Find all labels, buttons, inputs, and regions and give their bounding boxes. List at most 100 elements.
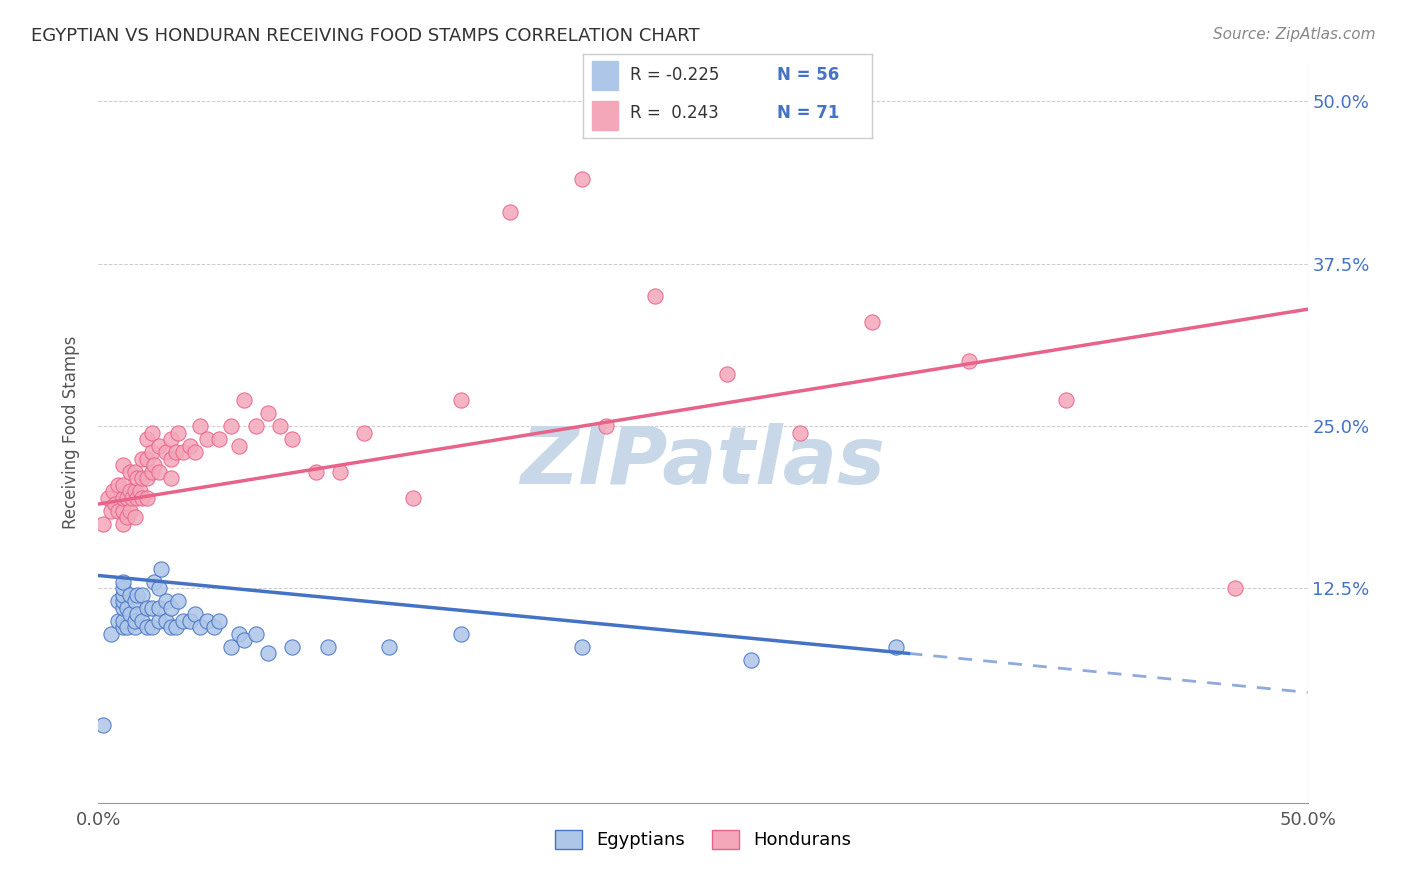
Point bbox=[135, 491, 157, 505]
Point bbox=[256, 647, 278, 661]
Point bbox=[107, 477, 129, 491]
Point bbox=[172, 614, 194, 628]
Text: Source: ZipAtlas.com: Source: ZipAtlas.com bbox=[1212, 27, 1375, 42]
Point bbox=[111, 491, 134, 505]
Point bbox=[571, 640, 593, 654]
Text: N = 71: N = 71 bbox=[776, 104, 839, 122]
Point bbox=[165, 445, 187, 459]
Point bbox=[179, 614, 201, 628]
Point bbox=[143, 458, 166, 472]
Point bbox=[221, 640, 243, 654]
Bar bbox=[592, 62, 619, 90]
Point bbox=[232, 393, 254, 408]
Point bbox=[124, 620, 146, 634]
Point bbox=[111, 574, 134, 589]
Point bbox=[245, 627, 267, 641]
Point bbox=[118, 588, 141, 602]
Point bbox=[150, 562, 173, 576]
Y-axis label: Receiving Food Stamps: Receiving Food Stamps bbox=[62, 336, 80, 529]
Point bbox=[221, 419, 243, 434]
Point bbox=[498, 204, 520, 219]
Point bbox=[184, 607, 207, 622]
Point bbox=[111, 614, 134, 628]
Text: EGYPTIAN VS HONDURAN RECEIVING FOOD STAMPS CORRELATION CHART: EGYPTIAN VS HONDURAN RECEIVING FOOD STAM… bbox=[31, 27, 700, 45]
Point bbox=[148, 465, 170, 479]
Point bbox=[184, 445, 207, 459]
Point bbox=[143, 574, 166, 589]
Text: R = -0.225: R = -0.225 bbox=[630, 66, 718, 84]
Point bbox=[135, 432, 157, 446]
Point bbox=[118, 503, 141, 517]
Point bbox=[256, 406, 278, 420]
Point bbox=[107, 594, 129, 608]
Point bbox=[107, 503, 129, 517]
Point bbox=[1054, 393, 1077, 408]
Point bbox=[179, 439, 201, 453]
Point bbox=[131, 451, 153, 466]
Point bbox=[104, 497, 127, 511]
Point bbox=[188, 419, 211, 434]
Point bbox=[228, 627, 250, 641]
Point bbox=[740, 653, 762, 667]
Point bbox=[111, 620, 134, 634]
Point bbox=[208, 614, 231, 628]
Text: ZIPatlas: ZIPatlas bbox=[520, 423, 886, 501]
Point bbox=[160, 432, 183, 446]
Point bbox=[204, 620, 226, 634]
Point bbox=[101, 484, 124, 499]
Point bbox=[111, 588, 134, 602]
Point bbox=[107, 614, 129, 628]
Point bbox=[141, 620, 163, 634]
Point bbox=[188, 620, 211, 634]
Text: N = 56: N = 56 bbox=[776, 66, 839, 84]
Point bbox=[91, 516, 114, 531]
Point bbox=[402, 491, 425, 505]
Point bbox=[165, 620, 187, 634]
Point bbox=[281, 640, 304, 654]
Point bbox=[131, 471, 153, 485]
Point bbox=[232, 633, 254, 648]
Point bbox=[148, 601, 170, 615]
Point bbox=[716, 367, 738, 381]
Point bbox=[124, 465, 146, 479]
Point bbox=[111, 582, 134, 596]
Point bbox=[377, 640, 399, 654]
Point bbox=[195, 432, 218, 446]
Point bbox=[131, 491, 153, 505]
Text: R =  0.243: R = 0.243 bbox=[630, 104, 718, 122]
Point bbox=[135, 451, 157, 466]
Point bbox=[117, 491, 139, 505]
Point bbox=[117, 620, 139, 634]
Point bbox=[121, 491, 143, 505]
Point bbox=[450, 393, 472, 408]
Point bbox=[160, 620, 183, 634]
Point bbox=[111, 503, 134, 517]
Point bbox=[135, 471, 157, 485]
Point bbox=[789, 425, 811, 440]
Point bbox=[860, 315, 883, 329]
Point bbox=[111, 601, 134, 615]
Point bbox=[155, 614, 177, 628]
Point bbox=[135, 620, 157, 634]
Point bbox=[124, 510, 146, 524]
Point bbox=[127, 588, 149, 602]
Point bbox=[117, 510, 139, 524]
Point bbox=[111, 516, 134, 531]
Point bbox=[148, 439, 170, 453]
Point bbox=[124, 484, 146, 499]
Point bbox=[124, 614, 146, 628]
Point bbox=[141, 601, 163, 615]
Point bbox=[571, 172, 593, 186]
Point bbox=[172, 445, 194, 459]
Point bbox=[124, 594, 146, 608]
Point bbox=[245, 419, 267, 434]
Point bbox=[148, 582, 170, 596]
Point bbox=[644, 289, 666, 303]
Point bbox=[111, 477, 134, 491]
Point bbox=[208, 432, 231, 446]
Point bbox=[118, 607, 141, 622]
Point bbox=[160, 601, 183, 615]
Point bbox=[111, 458, 134, 472]
Point bbox=[450, 627, 472, 641]
Point bbox=[316, 640, 339, 654]
